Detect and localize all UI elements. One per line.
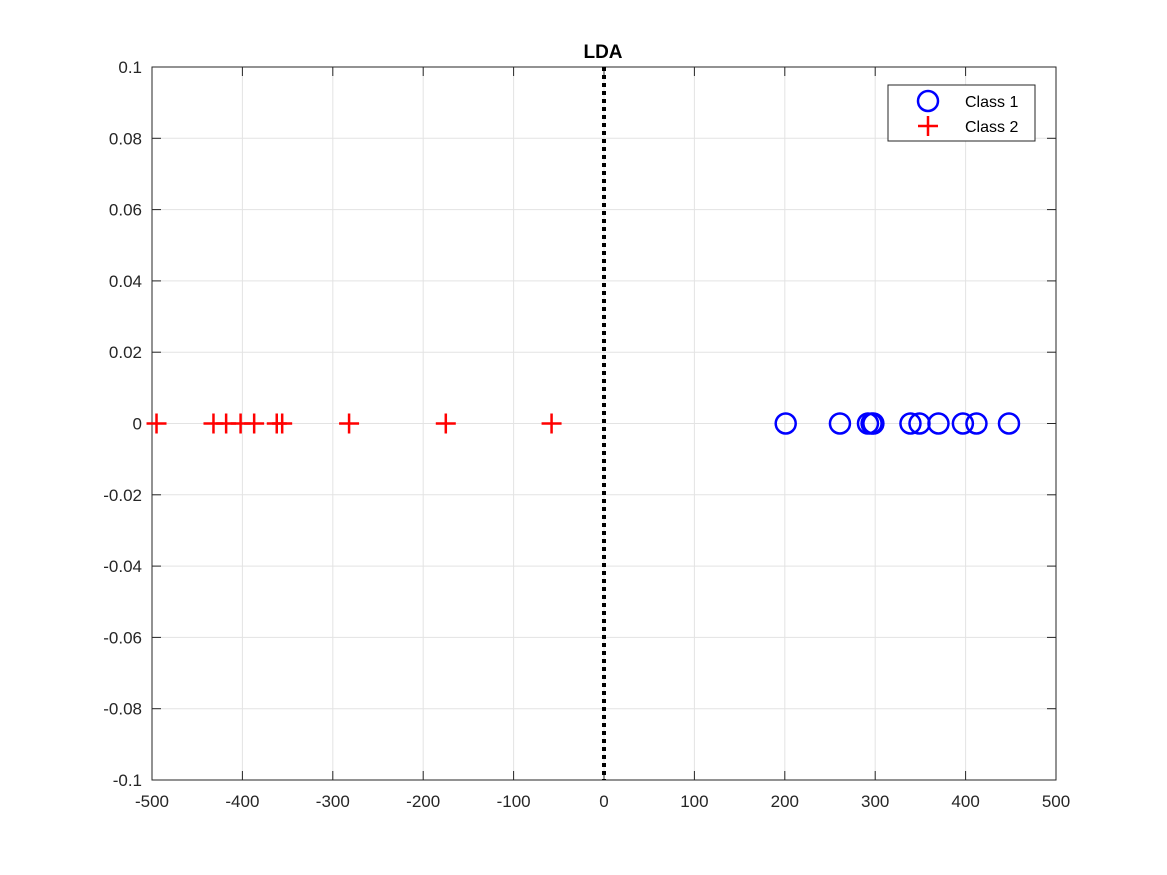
x-tick-label: 100 bbox=[680, 792, 708, 811]
series-1-point bbox=[774, 412, 797, 435]
x-tick-label: 400 bbox=[951, 792, 979, 811]
series-1-point bbox=[997, 412, 1021, 435]
legend-label-2: Class 2 bbox=[965, 119, 1018, 136]
series-2-point bbox=[272, 413, 293, 434]
y-tick-label: 0.1 bbox=[118, 58, 142, 77]
series-1-point bbox=[862, 412, 885, 435]
series-1-point bbox=[965, 412, 988, 435]
series-2-point bbox=[435, 413, 456, 434]
x-tick-label: -300 bbox=[316, 792, 350, 811]
legend-box bbox=[887, 84, 1036, 142]
y-tick-label: 0.04 bbox=[109, 272, 142, 291]
tick-labels: -500 -400 -300 -200 -100 0 100 200 300 400 500 -0.1… bbox=[103, 58, 1070, 811]
series-1-point bbox=[899, 412, 922, 435]
x-tick-label: -400 bbox=[225, 792, 259, 811]
y-tick-label: -0.06 bbox=[103, 628, 142, 647]
series-2-point bbox=[339, 413, 360, 434]
data-points bbox=[146, 412, 1021, 435]
y-tick-label: 0.08 bbox=[109, 129, 142, 148]
x-tick-label: 200 bbox=[771, 792, 799, 811]
series-2-point bbox=[244, 413, 265, 434]
x-tick-label: 500 bbox=[1042, 792, 1070, 811]
y-tick-label: -0.02 bbox=[103, 486, 142, 505]
x-tick-label: -200 bbox=[406, 792, 440, 811]
legend-marker-2 bbox=[918, 116, 938, 136]
series-2-point bbox=[541, 413, 562, 434]
series-1-point bbox=[951, 412, 975, 435]
y-tick-label: -0.08 bbox=[103, 700, 142, 719]
series-1-point bbox=[927, 412, 950, 435]
y-tick-label: -0.04 bbox=[103, 557, 142, 576]
x-tick-label: 0 bbox=[599, 792, 608, 811]
series-2-point bbox=[146, 413, 167, 434]
series-1-point bbox=[828, 412, 852, 435]
x-tick-label: -500 bbox=[135, 792, 169, 811]
legend-marker-1 bbox=[916, 89, 940, 113]
x-tick-label: -100 bbox=[497, 792, 531, 811]
legend-label-1: Class 1 bbox=[965, 94, 1018, 111]
y-tick-label: -0.1 bbox=[113, 771, 142, 790]
chart-title: LDA bbox=[583, 42, 622, 63]
legend: Class 1 Class 2 bbox=[887, 84, 1036, 142]
y-tick-label: 0.06 bbox=[109, 201, 142, 220]
x-tick-label: 300 bbox=[861, 792, 889, 811]
y-tick-label: 0 bbox=[133, 415, 142, 434]
y-tick-label: 0.02 bbox=[109, 343, 142, 362]
